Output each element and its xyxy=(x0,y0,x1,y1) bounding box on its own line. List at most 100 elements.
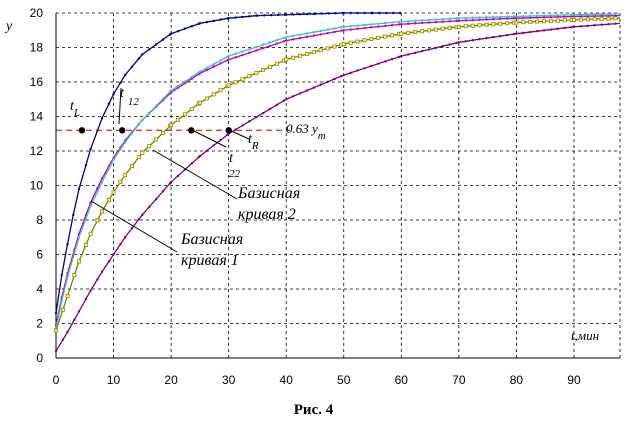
series-2-marker xyxy=(593,14,596,18)
series-4-marker xyxy=(204,96,209,101)
series-5-marker xyxy=(400,54,403,58)
series-3-marker xyxy=(268,41,272,44)
series-4-marker xyxy=(491,22,496,27)
series-5-marker xyxy=(268,107,272,111)
series-5-marker xyxy=(333,77,336,81)
series-4-marker xyxy=(298,53,302,58)
series-5-marker xyxy=(54,349,58,353)
series-3-marker xyxy=(455,17,458,20)
grid xyxy=(56,12,621,358)
series-5-marker xyxy=(363,67,366,70)
series-1-marker xyxy=(176,30,180,33)
y-tick-label: 2 xyxy=(36,317,43,331)
x-tick-label: 70 xyxy=(452,373,466,387)
series-3-marker xyxy=(89,205,92,208)
series-5-marker xyxy=(485,36,488,40)
series-5-marker xyxy=(154,197,158,201)
series-2-marker xyxy=(390,23,394,27)
series-1-marker xyxy=(356,11,359,15)
series-4-marker xyxy=(240,77,245,82)
series-5-marker xyxy=(420,49,424,53)
series-5-marker xyxy=(190,162,194,165)
series-3-marker xyxy=(291,34,295,38)
series-4-marker xyxy=(362,38,367,43)
series-1-marker xyxy=(54,311,58,315)
series-4-marker xyxy=(95,218,100,223)
marked-point-1 xyxy=(78,127,86,134)
series-5-marker xyxy=(305,89,309,92)
series-3-marker xyxy=(522,15,525,18)
series-1-marker xyxy=(190,25,194,28)
series-4-marker xyxy=(548,18,553,23)
series-1-marker xyxy=(305,12,309,16)
series-3-marker xyxy=(298,33,302,36)
series-3-marker xyxy=(130,132,134,135)
series-5-marker xyxy=(413,51,417,55)
series-4-marker xyxy=(406,30,411,35)
series-3-marker xyxy=(397,20,401,24)
series-3-marker xyxy=(383,21,387,25)
series-3-marker xyxy=(326,28,329,31)
annotation-curve-2-line2: кривая 2 xyxy=(238,206,296,223)
series-5-marker xyxy=(107,260,111,263)
series-2-marker xyxy=(478,18,481,22)
series-1-marker xyxy=(234,16,237,19)
series-3-marker xyxy=(112,158,115,161)
series-4-marker xyxy=(528,19,533,24)
series-4-marker xyxy=(318,48,323,53)
series-3-marker xyxy=(499,15,502,19)
series-4-marker xyxy=(169,123,174,128)
series-2-marker xyxy=(441,20,444,23)
series-5-marker xyxy=(471,39,474,42)
series-3-marker xyxy=(73,251,76,255)
series-3-marker xyxy=(478,16,481,19)
series-3-marker xyxy=(183,80,187,83)
series-4-marker xyxy=(613,16,618,21)
series-4-marker xyxy=(484,22,489,27)
series-4-marker xyxy=(440,26,445,31)
series-2-marker xyxy=(434,20,438,24)
series-3-marker xyxy=(600,13,603,16)
series-3-marker xyxy=(107,167,111,170)
series-1-marker xyxy=(378,11,381,15)
series-4-marker xyxy=(420,29,424,34)
series-1-marker xyxy=(60,274,63,277)
series-5-marker xyxy=(148,205,151,209)
series-4-marker xyxy=(291,55,296,60)
series-2-marker xyxy=(326,31,329,35)
series-3-marker xyxy=(66,275,69,279)
series-2-marker xyxy=(234,56,237,59)
series-2-marker xyxy=(464,19,467,22)
series-2-marker xyxy=(275,42,279,45)
series-1-marker xyxy=(107,102,111,105)
series-3-marker xyxy=(420,19,424,22)
threshold-label: 0.63 ym xyxy=(286,121,326,142)
series-3-marker xyxy=(356,24,359,27)
series-1-marker xyxy=(123,73,127,77)
series-5-marker xyxy=(61,338,65,341)
series-4-marker xyxy=(355,39,360,44)
series-5-marker xyxy=(356,69,359,72)
series-2-marker xyxy=(400,23,403,26)
series-3-marker xyxy=(506,15,509,18)
y-tick-label: 18 xyxy=(30,41,44,55)
series-4-marker xyxy=(176,117,180,122)
series-2-marker xyxy=(407,22,410,25)
series-4-marker xyxy=(233,80,238,85)
series-4-marker xyxy=(284,57,289,62)
series-3-marker xyxy=(563,13,566,17)
series-4-marker xyxy=(106,198,111,202)
series-5-marker xyxy=(66,330,69,334)
series-3-marker xyxy=(556,14,560,17)
series-3-marker xyxy=(512,15,516,18)
y-tick-labels: 0 2 4 6 8 10 12 14 16 18 20 xyxy=(30,6,44,365)
series-4-marker xyxy=(182,112,187,117)
marked-point-3 xyxy=(188,127,195,134)
series-2-marker xyxy=(455,19,458,23)
series-5-marker xyxy=(448,43,451,46)
annotation-curve-1-line1: Базисная xyxy=(180,231,243,248)
series-4-marker xyxy=(275,61,279,66)
series-group xyxy=(54,11,621,353)
series-1-marker xyxy=(89,148,92,151)
series-3-marker xyxy=(340,26,343,29)
